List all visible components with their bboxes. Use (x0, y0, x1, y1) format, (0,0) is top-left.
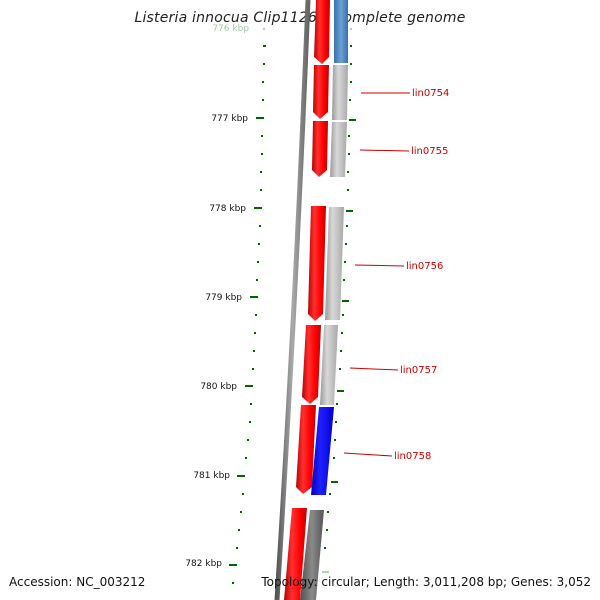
reverse-cds (325, 207, 344, 320)
gene-leader (349, 367, 399, 371)
forward-strand (284, 0, 330, 600)
gene-leader (359, 149, 410, 152)
tick-label: 776 kbp (212, 24, 249, 34)
forward-cds (313, 65, 329, 119)
tick-label: 782 kbp (185, 559, 222, 569)
reverse-cds (300, 510, 324, 600)
genome-summary: Topology: circular; Length: 3,011,208 bp… (261, 575, 591, 589)
forward-cds (314, 0, 330, 64)
gene-label: lin0757 (400, 365, 437, 376)
tick-label: 780 kbp (200, 382, 237, 392)
forward-cds (308, 206, 326, 321)
tick-label: 781 kbp (193, 471, 230, 481)
gene-leaders (343, 92, 410, 457)
map-title: Listeria innocua Clip11262, complete gen… (134, 10, 466, 26)
reverse-cds-blue (311, 407, 334, 495)
gene-label: lin0754 (412, 88, 449, 99)
tick-label: 779 kbp (205, 293, 242, 303)
reverse-cds (330, 122, 347, 177)
tick-label: 777 kbp (211, 114, 248, 124)
gene-labels: lin0754 lin0755 lin0756 lin0757 lin0758 (394, 88, 449, 462)
reverse-cds (332, 65, 348, 120)
gene-label: lin0756 (406, 261, 443, 272)
gene-leader (343, 452, 393, 457)
gene-label: lin0758 (394, 451, 431, 462)
gene-leader (354, 264, 405, 267)
forward-cds (296, 405, 316, 494)
scale-labels: 776 kbp 777 kbp 778 kbp 779 kbp 780 kbp … (185, 24, 249, 569)
scale-ticks (229, 28, 266, 584)
reverse-cds (320, 325, 338, 405)
outer-ticks (322, 28, 356, 573)
reverse-strand (300, 0, 348, 600)
backbone-arc (274, 0, 311, 600)
reverse-cds-blue (334, 0, 348, 63)
tick-label: 778 kbp (209, 204, 246, 214)
gene-label: lin0755 (411, 146, 448, 157)
accession-text: Accession: NC_003212 (9, 575, 146, 589)
forward-cds (302, 325, 321, 404)
forward-cds (312, 121, 328, 177)
forward-cds (284, 508, 307, 600)
